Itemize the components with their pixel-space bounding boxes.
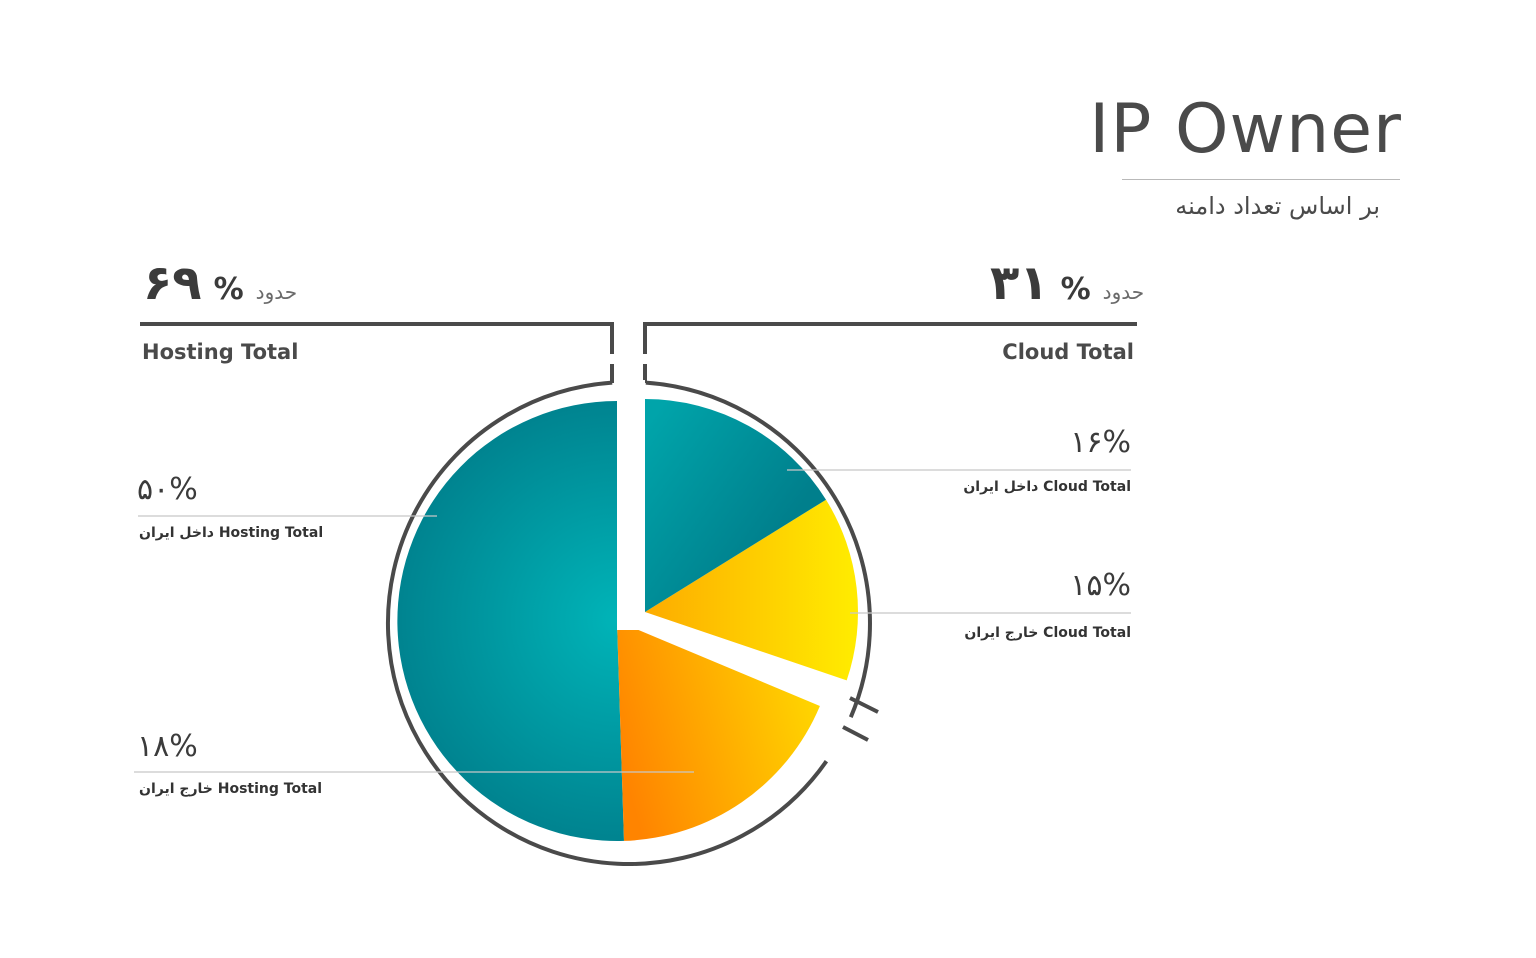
chart-title: IP Owner [1089, 90, 1402, 169]
ring-gap-tick-upper [849, 696, 879, 714]
cloud-group-label: Cloud Total [1002, 340, 1134, 364]
cloud-total-value: ۳۱ [990, 255, 1049, 311]
cloud-total-row: ۳۱ % حدود [990, 255, 1144, 311]
hosting-inside-value: ۵۰% [137, 472, 198, 507]
cloud-outer-arc [645, 380, 872, 718]
title-divider [1122, 179, 1400, 180]
cloud-total-percent-sign: % [1060, 272, 1091, 307]
hosting-total-value: ۶۹ [143, 255, 202, 311]
hosting-group-label: Hosting Total [142, 340, 299, 364]
hosting-bracket-line [140, 322, 614, 354]
slice-hosting-inside [397, 401, 624, 841]
slice-cloud-inside [645, 399, 826, 612]
cloud-outside-label: خارج ایران Cloud Total [964, 625, 1131, 641]
ring-gap-tick-lower [842, 725, 869, 742]
cloud-total-about: حدود [1102, 280, 1145, 304]
hosting-outside-label: خارج ایران Hosting Total [139, 781, 323, 797]
hosting-outside-value: ۱۸% [137, 729, 198, 764]
cloud-inside-label: داخل ایران Cloud Total [963, 479, 1131, 495]
hosting-total-about: حدود [255, 280, 298, 304]
cloud-bracket-line [643, 322, 1137, 354]
chart-subtitle: بر اساس تعداد دامنه [1175, 192, 1380, 220]
cloud-inside-value: ۱۶% [1070, 425, 1131, 460]
hosting-outer-arc [385, 380, 829, 867]
hosting-total-percent-sign: % [213, 272, 244, 307]
slice-cloud-outside [645, 499, 858, 681]
slice-hosting-outside [617, 621, 820, 841]
cloud-outside-value: ۱۵% [1070, 568, 1131, 603]
hosting-total-row: ۶۹ % حدود [143, 255, 297, 311]
hosting-inside-label: داخل ایران Hosting Total [139, 525, 324, 541]
